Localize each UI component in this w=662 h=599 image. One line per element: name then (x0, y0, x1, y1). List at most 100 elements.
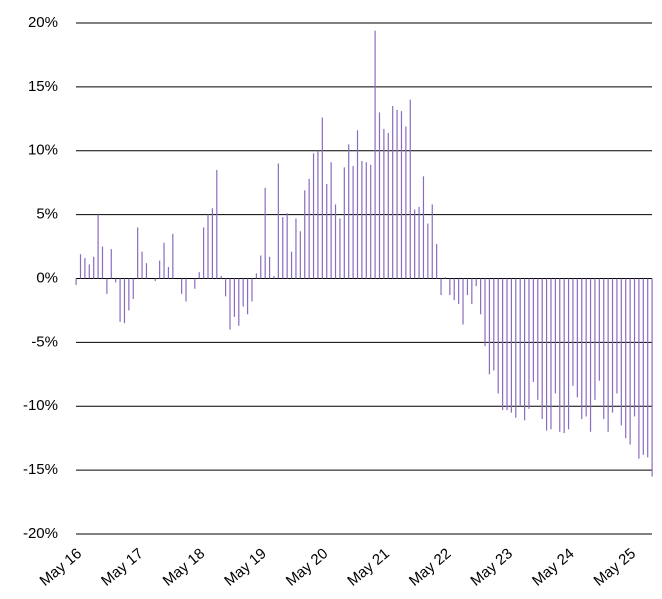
bar (383, 129, 385, 279)
bar (101, 246, 104, 279)
bar (559, 278, 561, 432)
bar (567, 278, 570, 430)
bar (581, 278, 583, 420)
bar (317, 150, 319, 279)
bar (431, 204, 433, 279)
bar (603, 278, 605, 420)
x-tick-label: May 19 (221, 545, 270, 590)
bar (128, 278, 130, 311)
x-tick-label: May 17 (98, 545, 147, 590)
bar (409, 99, 411, 279)
bar (295, 218, 297, 279)
bar (484, 278, 486, 347)
x-tick-label: May 20 (283, 545, 332, 590)
bar (589, 278, 592, 432)
bar (123, 278, 126, 324)
bar (115, 278, 117, 283)
bar (273, 275, 275, 279)
bar (523, 278, 526, 421)
bar (647, 278, 649, 458)
bar (444, 277, 447, 279)
bar (194, 278, 196, 289)
bar (427, 223, 429, 279)
bar (154, 278, 156, 282)
bar (304, 190, 306, 279)
bar (365, 162, 367, 279)
bar (211, 208, 214, 279)
x-tick-label: May 21 (344, 545, 393, 590)
x-tick-label: May 18 (160, 545, 209, 590)
bar (629, 278, 631, 445)
y-tick-label: 15% (28, 78, 58, 95)
bar (238, 278, 240, 326)
bar (405, 126, 407, 279)
bar (79, 254, 82, 279)
bar (378, 112, 381, 279)
y-tick-label: -15% (23, 461, 58, 478)
bar (308, 178, 310, 279)
bar (251, 278, 253, 302)
y-tick-label: 0% (36, 269, 58, 286)
bar (462, 278, 464, 325)
bar (400, 111, 403, 279)
bar (392, 106, 394, 279)
bar (638, 278, 640, 459)
bar (387, 132, 389, 279)
bar (458, 278, 460, 305)
bar (616, 278, 618, 394)
bar (651, 278, 653, 477)
bar (625, 278, 627, 439)
bar (224, 278, 227, 297)
bar (475, 278, 477, 287)
bar (440, 278, 442, 296)
x-tick-label: May 25 (591, 545, 640, 590)
bar (159, 260, 161, 279)
bar (286, 213, 288, 279)
y-tick-label: 10% (28, 142, 58, 159)
bar (550, 278, 552, 430)
bar (137, 227, 139, 279)
bar (480, 278, 482, 315)
bar (497, 278, 499, 394)
bar (611, 278, 614, 413)
bar (181, 278, 183, 294)
bar (330, 162, 332, 279)
x-tick-label: May 24 (529, 545, 578, 590)
bar (414, 209, 416, 279)
bar (396, 109, 398, 279)
bar (502, 278, 504, 411)
bar (220, 275, 222, 279)
bar (598, 278, 600, 381)
bar (356, 130, 359, 279)
bar (110, 249, 112, 279)
bar (370, 164, 372, 279)
bar (422, 176, 425, 279)
bar (145, 263, 148, 279)
bar (167, 267, 170, 279)
bar (594, 278, 596, 400)
bar (93, 256, 95, 279)
bar (576, 278, 578, 398)
bar (374, 30, 376, 279)
bar (97, 214, 99, 279)
y-tick-label: 20% (28, 14, 58, 31)
bar (532, 278, 534, 382)
bar (233, 278, 235, 317)
bar (246, 278, 249, 315)
bar (255, 273, 257, 279)
bar (334, 204, 337, 279)
bar (493, 278, 495, 371)
x-tick-label: May 22 (406, 545, 455, 590)
bar (348, 144, 350, 279)
bar (163, 242, 165, 279)
bar (282, 217, 284, 279)
bar (216, 169, 218, 279)
bar (260, 255, 262, 279)
bar (119, 278, 121, 322)
bar (488, 278, 491, 375)
bar (541, 278, 543, 420)
bar (290, 251, 293, 279)
bar (572, 278, 574, 386)
bar (185, 278, 187, 302)
